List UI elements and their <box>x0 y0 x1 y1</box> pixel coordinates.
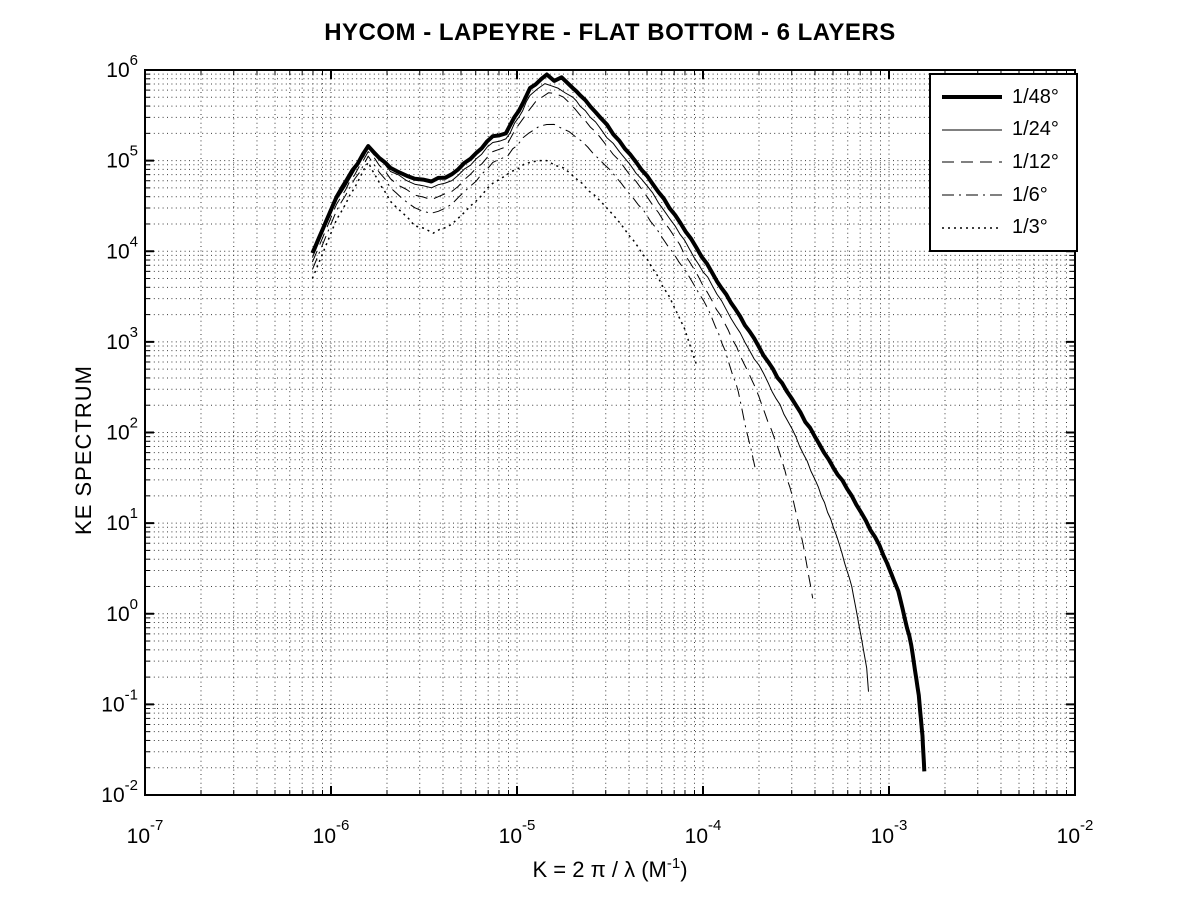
legend-line-sample-1-24deg <box>942 129 1002 131</box>
x-axis-label-close: ) <box>680 857 688 882</box>
tick-labels: 10-7 10-6 10-5 10-4 10-3 10-2 106 105 104 103 102 1… <box>101 52 1093 848</box>
legend-label-1-6deg: 1/6° <box>1012 183 1048 206</box>
x-tick-label: 10-3 <box>871 817 908 848</box>
y-tick-label: 106 <box>106 52 138 82</box>
y-tick-label: 100 <box>106 596 138 626</box>
legend-line-sample-1-6deg <box>942 194 1002 196</box>
x-tick-label: 10-6 <box>313 817 350 848</box>
y-tick-label: 10-1 <box>101 686 138 716</box>
curve-1-12deg <box>311 92 814 599</box>
legend-line-sample-1-12deg <box>942 161 1002 163</box>
curve-1-24deg <box>311 83 869 692</box>
legend-line-sample-1-48deg <box>942 95 1002 100</box>
x-axis-label-superscript: -1 <box>666 855 681 872</box>
y-axis-label: KE SPECTRUM <box>71 365 96 535</box>
y-tick-label: 104 <box>106 233 138 263</box>
y-tick-label: 105 <box>106 143 138 173</box>
curve-1-3deg <box>311 159 699 368</box>
legend-label-1-12deg: 1/12° <box>1012 150 1059 173</box>
x-tick-label: 10-4 <box>685 817 722 848</box>
x-tick-label: 10-7 <box>127 817 164 848</box>
curve-1-6deg <box>311 123 756 468</box>
y-tick-label: 10-2 <box>101 777 138 807</box>
plot-title: HYCOM - LAPEYRE - FLAT BOTTOM - 6 LAYERS <box>324 19 896 46</box>
legend-entry-1-12deg: 1/12° <box>931 151 1076 174</box>
x-axis-label-main: K = 2 π / λ (M <box>532 857 667 882</box>
legend-entry-1-24deg: 1/24° <box>931 118 1076 141</box>
y-tick-label: 102 <box>106 415 138 445</box>
curves <box>310 72 927 772</box>
y-tick-label: 101 <box>106 505 138 535</box>
y-tick-label: 103 <box>106 324 138 354</box>
legend-line-sample-1-3deg <box>942 226 1002 229</box>
legend-entry-1-3deg: 1/3° <box>931 216 1076 239</box>
x-tick-label: 10-2 <box>1057 817 1094 848</box>
legend-label-1-24deg: 1/24° <box>1012 118 1059 141</box>
legend-label-1-3deg: 1/3° <box>1012 216 1048 239</box>
legend-entry-1-6deg: 1/6° <box>931 184 1076 207</box>
legend-label-1-48deg: 1/48° <box>1012 85 1059 108</box>
legend: 1/48° 1/24° 1/12° 1/6° 1/3° <box>929 73 1078 252</box>
x-axis-label: K = 2 π / λ (M-1) <box>145 855 1075 883</box>
x-tick-label: 10-5 <box>499 817 536 848</box>
curve-1-48deg <box>310 72 927 772</box>
legend-entry-1-48deg: 1/48° <box>931 86 1076 109</box>
